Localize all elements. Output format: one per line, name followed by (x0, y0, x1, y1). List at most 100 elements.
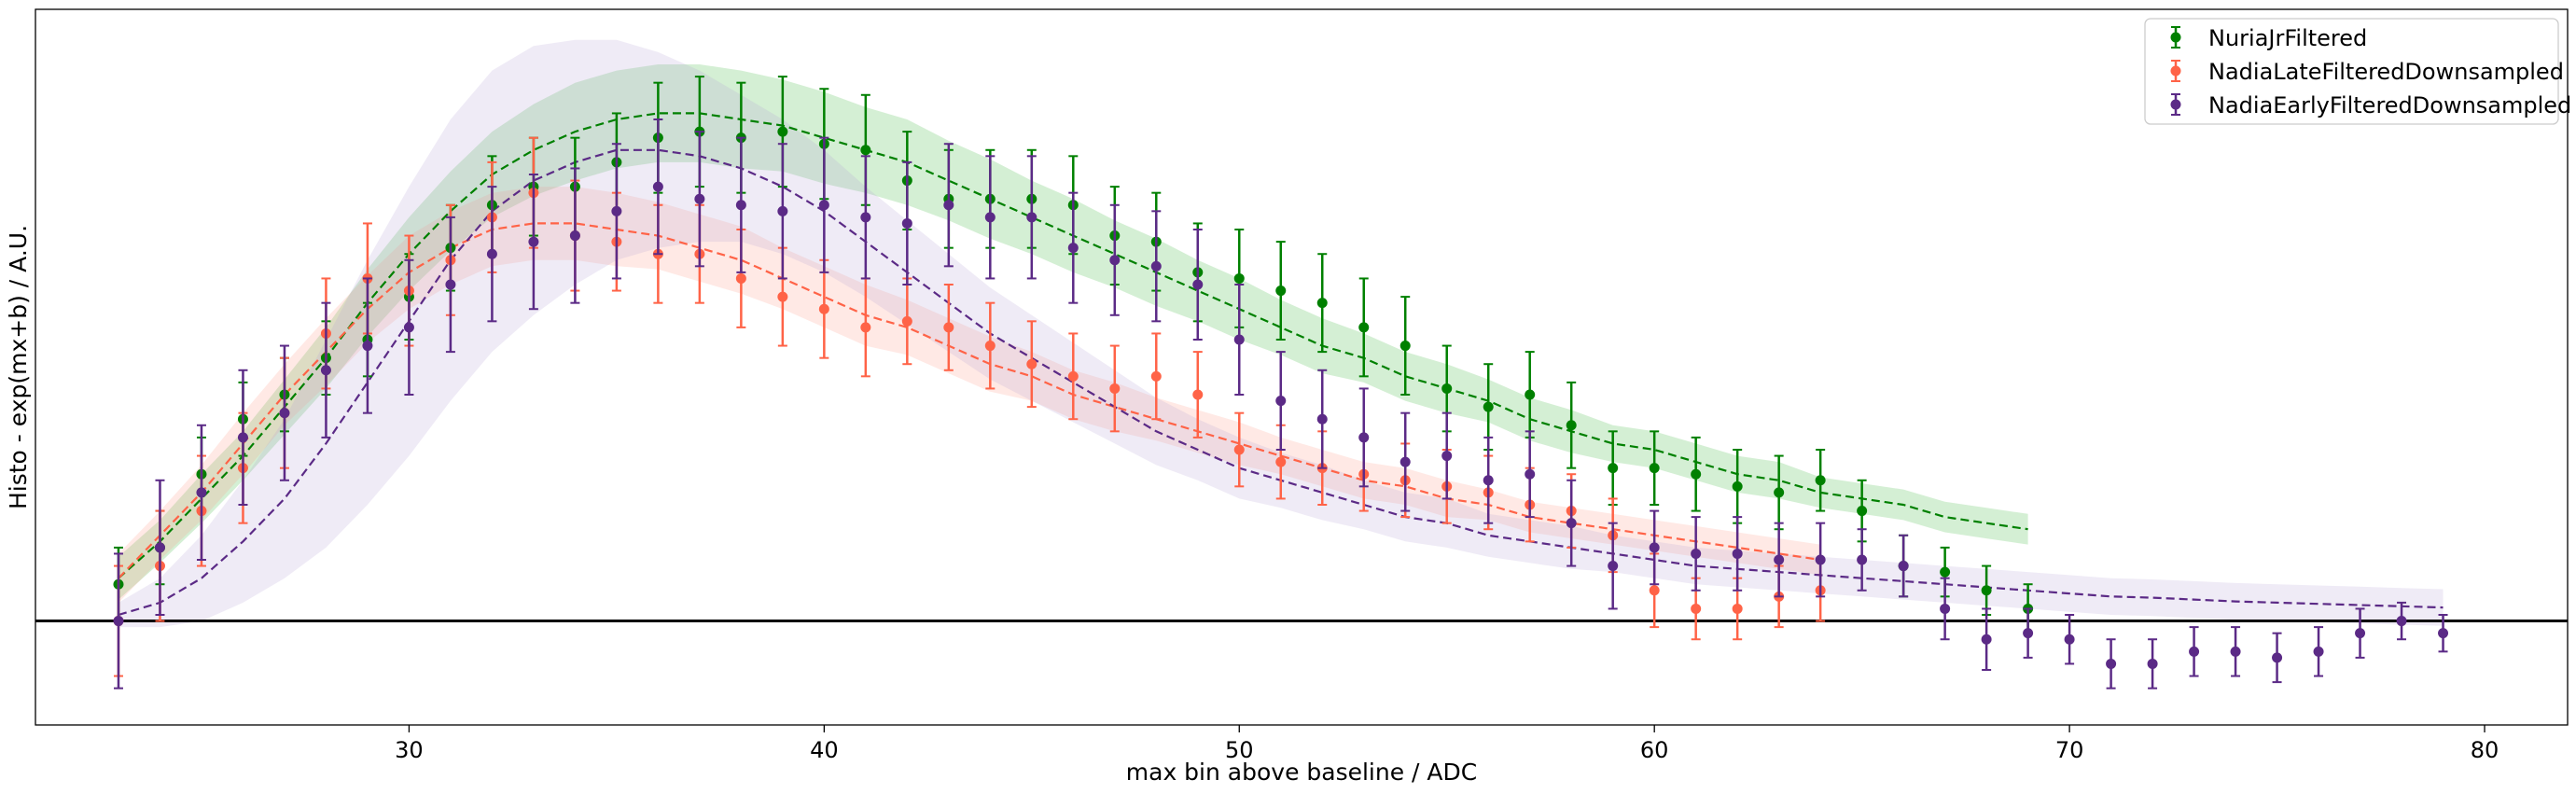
legend: NuriaJrFiltered NadiaLateFilteredDownsamp… (2144, 18, 2571, 125)
data-point (569, 230, 580, 242)
data-point (2147, 658, 2158, 669)
data-point (1525, 468, 1536, 480)
data-point (2313, 646, 2324, 657)
data-point (1109, 383, 1121, 394)
data-point (735, 200, 746, 211)
data-point (1358, 432, 1370, 443)
data-point (1441, 383, 1453, 394)
data-point (1649, 542, 1660, 553)
data-point (1525, 389, 1536, 400)
legend-entry: NadiaEarlyFilteredDownsampled (2208, 92, 2571, 118)
data-point (1815, 475, 1826, 486)
data-point (2230, 646, 2241, 657)
data-point (2023, 628, 2034, 639)
data-point (1233, 444, 1245, 455)
data-point (901, 217, 912, 229)
data-point (279, 408, 290, 419)
data-point (860, 322, 871, 333)
data-point (1857, 554, 1868, 565)
data-point (1192, 279, 1204, 290)
data-point (1026, 212, 1037, 223)
series-2 (113, 118, 2449, 690)
x-axis-label: max bin above baseline / ADC (1126, 759, 1477, 786)
legend-marker (2170, 32, 2181, 43)
data-point (1981, 634, 1992, 645)
data-point (1441, 451, 1453, 462)
data-point (403, 322, 414, 333)
data-point (113, 616, 124, 627)
data-point (362, 341, 373, 352)
data-point (196, 487, 207, 498)
data-point (1649, 585, 1660, 596)
data-point (901, 315, 912, 327)
plot-area (35, 39, 2568, 690)
legend-entry: NuriaJrFiltered (2208, 25, 2367, 51)
data-point (694, 193, 705, 204)
data-point (1275, 456, 1287, 467)
data-point (1316, 413, 1328, 425)
x-tick-label: 80 (2471, 737, 2499, 763)
data-point (2106, 658, 2117, 669)
data-point (486, 248, 497, 259)
data-point (1275, 286, 1287, 297)
data-point (777, 126, 788, 137)
data-point (1857, 506, 1868, 517)
data-point (1109, 255, 1121, 266)
data-point (1649, 463, 1660, 474)
data-point (1233, 272, 1245, 284)
x-tick-label: 40 (810, 737, 839, 763)
data-point (1732, 481, 1743, 492)
data-point (984, 212, 996, 223)
data-point (2189, 646, 2200, 657)
data-point (1358, 322, 1370, 333)
data-point (1691, 603, 1702, 614)
data-point (1566, 420, 1577, 431)
data-point (445, 279, 456, 290)
data-point (1815, 554, 1826, 565)
data-point (2396, 616, 2407, 627)
data-point (860, 145, 871, 156)
legend-marker (2170, 99, 2181, 110)
data-point (1067, 370, 1079, 382)
data-point (1483, 401, 1494, 412)
data-point (1774, 487, 1785, 498)
legend-box (2144, 18, 2559, 125)
data-point (1150, 260, 1162, 272)
legend-marker (2170, 65, 2181, 77)
data-point (1316, 298, 1328, 309)
data-point (1691, 548, 1702, 559)
data-point (611, 205, 622, 216)
data-point (984, 341, 996, 352)
data-point (1566, 518, 1577, 529)
data-point (2438, 628, 2449, 639)
fit-line-1 (118, 222, 1821, 579)
data-point (320, 365, 331, 376)
data-point (1691, 468, 1702, 480)
x-tick-label: 30 (395, 737, 424, 763)
data-point (1399, 456, 1411, 467)
data-point (1774, 554, 1785, 565)
data-point (652, 181, 663, 192)
data-point (777, 205, 788, 216)
data-point (1981, 585, 1992, 596)
data-point (1150, 370, 1162, 382)
data-point (1192, 389, 1204, 400)
data-point (818, 200, 829, 211)
x-tick-label: 50 (1225, 737, 1254, 763)
data-point (1940, 603, 1951, 614)
data-point (943, 200, 954, 211)
data-point (2064, 634, 2075, 645)
data-point (735, 272, 746, 284)
data-point (1732, 603, 1743, 614)
data-point (2355, 628, 2366, 639)
data-point (1399, 341, 1411, 352)
legend-entry: NadiaLateFilteredDownsampled (2208, 59, 2564, 85)
data-point (1732, 548, 1743, 559)
x-tick-label: 60 (1640, 737, 1669, 763)
fit-band-1 (118, 187, 1821, 603)
data-point (1483, 475, 1494, 486)
data-point (777, 291, 788, 302)
y-axis-label: Histo - exp(mx+b) / A.U. (5, 225, 32, 509)
data-point (237, 432, 248, 443)
data-point (1026, 358, 1037, 369)
